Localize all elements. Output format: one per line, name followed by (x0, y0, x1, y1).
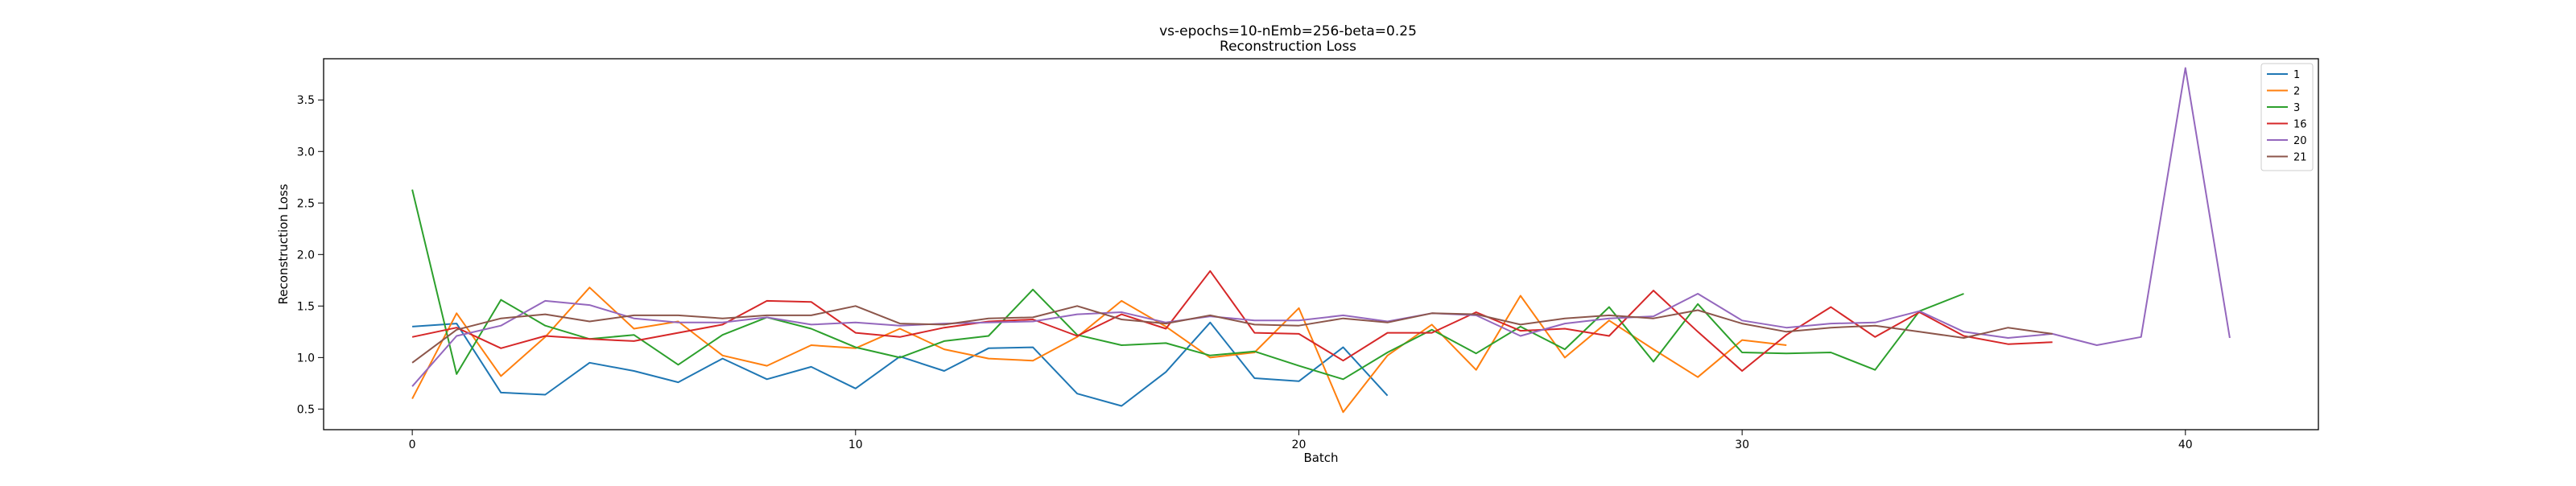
x-tick-label: 0 (409, 439, 416, 451)
series-line-16 (411, 270, 2053, 372)
legend-label-1: 1 (2293, 69, 2300, 81)
y-tick-label: 3.0 (297, 146, 315, 159)
legend-label-2: 2 (2293, 86, 2300, 98)
y-tick-label: 1.0 (297, 352, 315, 364)
series-line-3 (411, 189, 1964, 381)
x-axis-label: Batch (1303, 451, 1338, 465)
legend-label-3: 3 (2293, 102, 2300, 114)
y-tick-label: 1.5 (297, 300, 315, 313)
legend-label-16: 16 (2293, 119, 2307, 131)
y-axis-label: Reconstruction Loss (276, 183, 291, 304)
series-line-2 (411, 286, 1787, 414)
chart-subtitle: Reconstruction Loss (1220, 39, 1356, 55)
axes-frame (323, 58, 2319, 430)
y-tick-label: 2.0 (297, 249, 315, 262)
plot-area (411, 67, 2231, 414)
legend-label-21: 21 (2293, 152, 2307, 164)
x-axis: 0 10 20 30 40 (409, 430, 2193, 451)
y-tick-label: 0.5 (297, 403, 315, 416)
y-tick-label: 2.5 (297, 197, 315, 210)
series-line-20 (411, 67, 2231, 387)
series-line-21 (411, 305, 2053, 364)
chart-title: vs-epochs=10-nEmb=256-beta=0.25 (1159, 23, 1417, 39)
x-tick-label: 20 (1292, 439, 1307, 451)
x-tick-label: 40 (2178, 439, 2193, 451)
y-tick-label: 3.5 (297, 94, 315, 107)
legend: 1 2 3 16 20 21 (2260, 63, 2314, 171)
y-axis: 0.5 1.0 1.5 2.0 2.5 3.0 3.5 (297, 94, 324, 416)
x-tick-label: 10 (848, 439, 863, 451)
legend-label-20: 20 (2293, 135, 2307, 147)
x-tick-label: 30 (1735, 439, 1749, 451)
series-line-1 (412, 321, 1389, 407)
